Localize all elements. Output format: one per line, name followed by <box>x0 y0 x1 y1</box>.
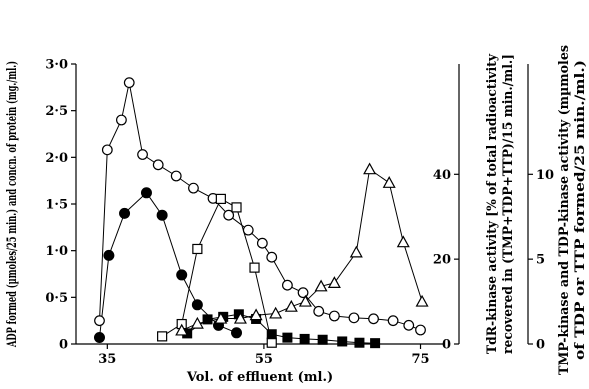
open-circle-point <box>368 313 379 325</box>
right-outer-y-tick-label: 0 <box>536 338 545 353</box>
open-circle-point <box>188 182 199 194</box>
filled-circle-point <box>176 269 188 281</box>
open-square-point <box>249 262 260 273</box>
series-lines <box>99 82 423 344</box>
left-y-tick-label: 1·5 <box>45 198 68 213</box>
open-triangle-point <box>249 308 263 321</box>
right-inner-y-tick-label: 40 <box>433 168 451 183</box>
open-circle-point <box>123 77 135 89</box>
left-y-tick-label: 0·5 <box>45 291 68 306</box>
open-circle-point <box>266 251 278 263</box>
open-square-point <box>231 202 242 213</box>
open-triangle-point <box>214 311 228 324</box>
open-square-point <box>157 331 168 342</box>
open-circle-point <box>403 319 415 331</box>
open-triangle-point <box>363 162 377 175</box>
filled-square-point <box>317 334 328 345</box>
filled-circle-point <box>119 207 131 219</box>
open-triangle-point <box>233 311 247 324</box>
right-outer-y-tick-label: 10 <box>536 168 554 183</box>
open-circle-point <box>242 224 254 236</box>
x-tick-label: 75 <box>411 352 429 367</box>
filled-square-point <box>370 338 381 349</box>
right-inner-y-axis-label-line-2: recovered in (TMP+TDP+TTP)/15 min./ml.] <box>501 54 516 354</box>
open-circle-point <box>348 312 360 324</box>
left-y-tick-label: 1·0 <box>45 244 68 259</box>
open-circle-point <box>116 114 127 126</box>
open-circle-point <box>94 315 105 327</box>
open-triangle-point <box>269 306 283 319</box>
right-outer-y-axis-label-line-2: of TDP or TTP formed/25 min./ml.) <box>573 60 588 360</box>
open-triangle-point <box>327 276 341 289</box>
filled-circle-point <box>140 187 152 199</box>
open-circle-point <box>282 279 293 291</box>
open-circle-point <box>297 287 309 299</box>
open-triangle-point <box>415 294 429 307</box>
filled-square-point <box>354 337 365 348</box>
open-circle-point <box>387 315 399 327</box>
open-square-point <box>215 193 226 205</box>
left-y-axis-label: ADP formed (µmoles/25 min.) and concn. o… <box>5 61 20 348</box>
left-y-tick-label: 0 <box>59 338 68 353</box>
open-square-point <box>192 243 203 255</box>
filled-circle-point <box>231 327 243 339</box>
right-inner-y-tick-label: 20 <box>433 253 451 268</box>
filled-square-point <box>282 332 293 343</box>
open-circle-point <box>170 170 182 182</box>
open-triangle-point <box>382 176 396 188</box>
open-triangle-point <box>284 299 298 312</box>
left-y-tick-label: 3·0 <box>45 58 68 73</box>
open-circle-point <box>137 149 148 160</box>
open-triangle-point <box>190 316 204 329</box>
filled-circle-point <box>191 299 203 311</box>
filled-circle-point <box>103 249 115 261</box>
filled-square-point <box>202 314 213 325</box>
x-axis-label: Vol. of effluent (ml.) <box>186 370 333 385</box>
filled-circle-point <box>156 209 168 221</box>
left-y-tick-label: 2·0 <box>45 151 68 166</box>
x-tick-label: 35 <box>98 352 116 367</box>
x-tick-label: 55 <box>255 352 273 367</box>
filled-square-point <box>266 329 277 340</box>
right-inner-y-tick-label: 0 <box>442 338 451 353</box>
open-circle-point <box>328 310 340 322</box>
right-outer-y-tick-label: 5 <box>536 253 545 268</box>
left-y-tick-label: 2·5 <box>45 104 68 119</box>
chart-series <box>93 77 429 349</box>
open-circle-point <box>313 305 325 317</box>
chart-ticks: 35 55 75 0 0·5 1·0 1·5 2·0 2·5 3·0 0 20 40 0 5 10 <box>45 58 554 368</box>
open-circle-point <box>152 159 164 171</box>
right-outer-y-axis-label-line-1: TMP-kinase and TDP-kinase activity (mµmo… <box>557 45 572 375</box>
open-circle-point <box>256 237 268 249</box>
open-triangle-point <box>175 323 189 336</box>
open-triangle-point <box>349 245 363 258</box>
series-markers <box>93 77 429 349</box>
right-inner-y-axis-label-line-1: TdR-kinase activity [% of total radioact… <box>485 54 500 354</box>
filled-square-point <box>299 333 310 344</box>
open-circle-point <box>101 144 113 156</box>
open-circle-point <box>223 209 235 221</box>
series-line-open-circle <box>99 82 421 331</box>
open-triangle-point <box>396 235 410 248</box>
open-triangle-point <box>314 279 328 292</box>
filled-square-point <box>337 336 348 347</box>
open-square-point <box>266 337 277 348</box>
filled-circle-point <box>93 331 105 343</box>
open-circle-point <box>415 324 426 336</box>
open-triangle-point <box>298 294 312 307</box>
